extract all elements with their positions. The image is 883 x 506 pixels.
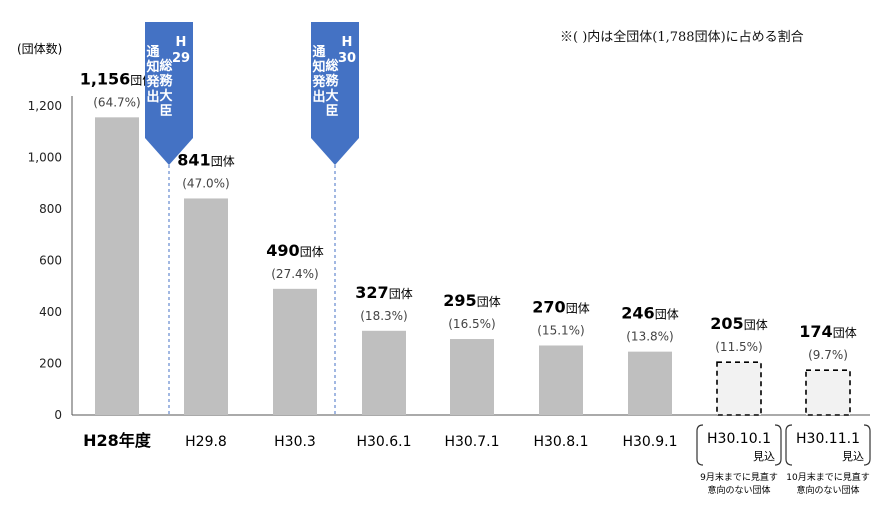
marker-text: H <box>176 35 187 50</box>
footnote-text: 意向のない団体 <box>796 484 859 496</box>
x-tick-label: H30.9.1 <box>622 434 677 450</box>
bar <box>539 345 583 415</box>
bracket-left <box>696 424 704 466</box>
x-tick-label: H28年度 <box>83 431 152 450</box>
value-number: 841 <box>177 150 210 169</box>
marker-text: 30 <box>338 51 356 66</box>
bar-projected <box>805 369 851 416</box>
footnote-text: 意向のない団体 <box>707 484 770 496</box>
bar <box>273 288 317 415</box>
marker-text: H <box>342 35 353 50</box>
percent-label: (9.7%) <box>808 348 848 362</box>
marker-text: 総務大臣 <box>325 58 339 119</box>
x-tick-label: H30.6.1 <box>356 434 411 450</box>
percent-label: (27.4%) <box>271 267 318 281</box>
percent-label: (15.1%) <box>537 323 584 337</box>
x-tick-label: H29.8 <box>185 434 227 450</box>
y-axis-unit-label: (団体数) <box>17 42 63 56</box>
value-label: 174団体 <box>799 322 856 341</box>
percent-label: (11.5%) <box>715 340 762 354</box>
value-label: 246団体 <box>621 304 678 323</box>
x-tick-label: H30.11.1 <box>796 431 860 447</box>
footnote-text: 10月末までに見直す <box>786 471 869 483</box>
bar <box>628 351 672 415</box>
percent-label: (47.0%) <box>182 176 229 190</box>
bar <box>362 330 406 415</box>
value-unit: 団体 <box>211 154 235 168</box>
x-tick-label: H30.8.1 <box>533 434 588 450</box>
bar <box>450 339 494 415</box>
value-unit: 団体 <box>389 287 413 301</box>
bar <box>184 198 228 415</box>
value-number: 246 <box>621 304 654 323</box>
projected-tag: 見込 <box>753 450 775 463</box>
chart-note: ※( )内は全団体(1,788団体)に占める割合 <box>560 30 804 45</box>
value-label: 841団体 <box>177 150 234 169</box>
x-tick-label: H30.10.1 <box>707 431 771 447</box>
value-label: 205団体 <box>710 314 767 333</box>
value-unit: 団体 <box>300 245 324 259</box>
bracket-right <box>774 424 782 466</box>
percent-label: (18.3%) <box>360 309 407 323</box>
value-unit: 団体 <box>833 326 857 340</box>
value-number: 295 <box>443 291 476 310</box>
notice-marker <box>311 22 359 165</box>
percent-label: (64.7%) <box>93 95 140 109</box>
x-tick-label: H30.7.1 <box>444 434 499 450</box>
y-tick-label: 1,000 <box>28 151 62 165</box>
marker-text: 総務大臣 <box>159 58 173 119</box>
value-unit: 団体 <box>477 295 501 309</box>
bar <box>95 117 139 415</box>
x-tick-label: H30.3 <box>274 434 316 450</box>
percent-label: (16.5%) <box>448 317 495 331</box>
value-number: 205 <box>710 314 743 333</box>
y-tick-label: 200 <box>39 357 62 371</box>
bar-projected <box>716 361 762 416</box>
y-tick-label: 800 <box>39 202 62 216</box>
y-tick-label: 1,200 <box>28 99 62 113</box>
value-number: 490 <box>266 241 299 260</box>
value-number: 327 <box>355 283 388 302</box>
notice-marker <box>145 22 193 165</box>
bracket-right <box>863 424 871 466</box>
y-tick-label: 600 <box>39 254 62 268</box>
value-number: 270 <box>532 297 565 316</box>
value-label: 490団体 <box>266 241 323 260</box>
y-tick-label: 0 <box>54 408 62 422</box>
value-number: 174 <box>799 322 832 341</box>
value-label: 327団体 <box>355 283 412 302</box>
footnote-text: 9月末までに見直す <box>700 471 778 483</box>
value-label: 270団体 <box>532 297 589 316</box>
projected-tag: 見込 <box>842 450 864 463</box>
value-label: 1,156団体 <box>80 69 155 88</box>
value-unit: 団体 <box>744 318 768 332</box>
value-unit: 団体 <box>655 308 679 322</box>
value-number: 1,156 <box>80 69 131 88</box>
y-tick-label: 400 <box>39 305 62 319</box>
value-label: 295団体 <box>443 291 500 310</box>
value-unit: 団体 <box>566 301 590 315</box>
bracket-left <box>785 424 793 466</box>
percent-label: (13.8%) <box>626 330 673 344</box>
marker-text: 通知発出 <box>311 44 326 105</box>
marker-text: 通知発出 <box>145 44 160 105</box>
marker-text: 29 <box>172 51 190 66</box>
